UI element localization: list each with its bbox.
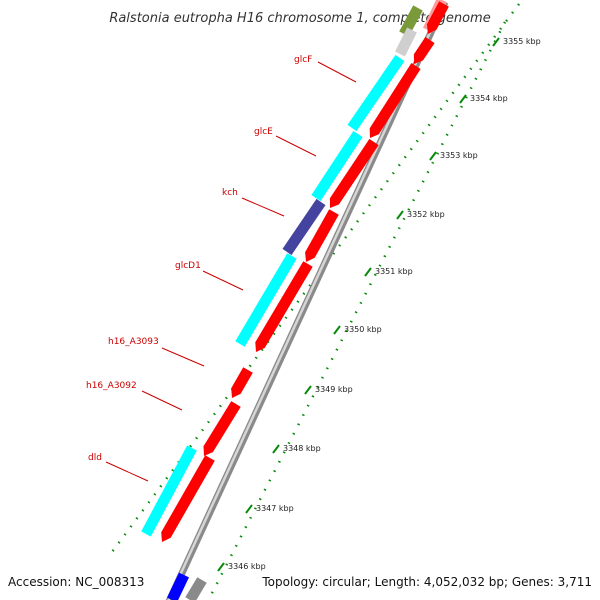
gene-label: glcF	[294, 55, 312, 65]
cds-arrow	[369, 63, 421, 138]
gene-label-leader-line	[161, 347, 205, 367]
kbp-tick-mark	[364, 267, 372, 277]
cds-track	[161, 1, 449, 542]
kbp-tick-label: 3348 kbp	[283, 444, 321, 453]
kbp-tick-mark	[333, 325, 341, 335]
blast-hit-segment	[347, 54, 405, 132]
gene-label: kch	[222, 188, 238, 198]
kbp-tick-mark	[304, 385, 312, 395]
blast-hit-segment	[141, 445, 197, 537]
gene-label-leader-line	[241, 197, 285, 217]
gene-label: h16_A3092	[86, 381, 137, 391]
cds-arrow	[413, 36, 435, 64]
kbp-tick-label: 3346 kbp	[228, 562, 266, 571]
feature-olive	[399, 5, 423, 37]
kbp-tick-label: 3354 kbp	[470, 94, 508, 103]
kbp-tick-label: 3352 kbp	[407, 210, 445, 219]
kbp-tick-mark	[396, 210, 404, 220]
blast-hit-segment	[282, 198, 326, 256]
cds-arrow	[329, 138, 379, 208]
cds-arrow	[255, 261, 313, 352]
gene-label-leader-line	[105, 461, 149, 482]
kbp-tick-mark	[492, 37, 500, 47]
cds-arrow	[231, 367, 253, 398]
cds-arrow	[203, 401, 241, 456]
kbp-tick-mark	[217, 562, 225, 572]
feature-grey-bottom	[185, 577, 207, 600]
gene-label: glcE	[254, 127, 273, 137]
feature-blue	[167, 572, 189, 600]
kbp-tick-label: 3355 kbp	[503, 37, 541, 46]
kbp-tick-mark	[459, 94, 467, 104]
cds-arrow	[161, 455, 215, 542]
gene-label-leader-line	[275, 135, 317, 157]
kbp-tick-mark	[245, 504, 253, 514]
gene-label-leader-line	[141, 390, 183, 411]
kbp-tick-mark	[429, 151, 437, 161]
map-title: Ralstonia eutropha H16 chromosome 1, com…	[109, 11, 490, 26]
cds-arrow	[305, 209, 339, 262]
kbp-tick-mark	[272, 444, 280, 454]
accession-text: Accession: NC_008313	[8, 575, 144, 589]
feature-grey	[395, 27, 417, 57]
blast-hit-segment	[235, 253, 297, 347]
kbp-tick-label: 3347 kbp	[256, 504, 294, 513]
blast-hit-segment	[311, 131, 363, 201]
gene-label: dld	[88, 453, 102, 463]
gene-label: h16_A3093	[108, 337, 159, 347]
gene-label-leader-line	[202, 270, 244, 291]
gene-label-leader-line	[317, 61, 357, 83]
kbp-tick-label: 3349 kbp	[315, 385, 353, 394]
kbp-tick-label: 3353 kbp	[440, 151, 478, 160]
kbp-tick-marks: 3346 kbp 3347 kbp 3348 kbp 3349 kbp 3350 kbp…	[217, 37, 541, 572]
kbp-tick-label: 3351 kbp	[375, 267, 413, 276]
kbp-tick-label: 3350 kbp	[344, 325, 382, 334]
genome-summary-text: Topology: circular; Length: 4,052,032 bp…	[261, 575, 592, 589]
gene-label: glcD1	[175, 261, 201, 271]
cds-arrow	[426, 1, 449, 34]
